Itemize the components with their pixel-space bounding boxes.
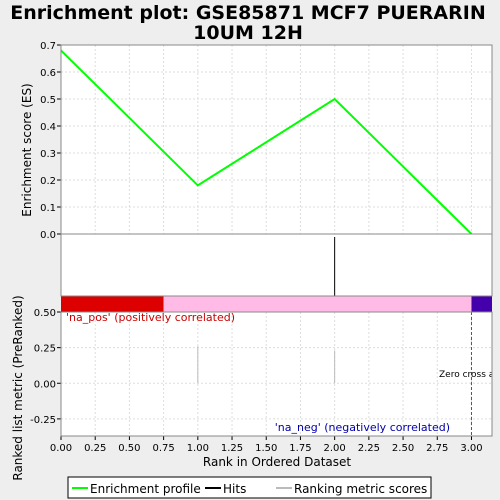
chart-title-line-1: Enrichment plot: GSE85871 MCF7 PUERARIN [10,2,485,24]
x-tick-label-9: 2.25 [358,443,380,454]
bottom-panel-y-axis-label: Ranked list metric (PreRanked) [11,295,25,480]
top-y-tick-label-1: 0.1 [40,203,56,214]
top-y-tick-label-3: 0.3 [40,149,56,160]
top-y-tick-label-4: 0.4 [40,122,56,133]
ranking-gradient-bar [61,296,492,312]
x-tick-label-4: 1.00 [187,443,209,454]
x-tick-label-6: 1.50 [255,443,277,454]
x-tick-label-7: 1.75 [289,443,311,454]
panel-frames [60,44,493,437]
legend-box [67,476,432,499]
top-panel-y-axis-label: Enrichment score (ES) [20,83,34,216]
na-pos-annotation: 'na_pos' (positively correlated) [66,311,235,324]
top-panel-grid [60,44,492,235]
x-tick-label-1: 0.25 [84,443,106,454]
x-tick-label-12: 3.00 [460,443,482,454]
gradient-segment-2 [471,296,492,312]
x-tick-label-8: 2.00 [324,443,346,454]
x-axis-ticks: 0.00 0.25 0.50 0.75 1.00 1.25 1.50 1.75 2.00 2.25… [50,436,483,454]
top-y-tick-label-7: 0.7 [40,41,56,52]
hits-panel-frame [60,233,493,297]
bottom-panel-background [61,312,492,436]
bottom-y-tick-label-1: 0.25 [34,344,56,355]
hits-panel-background [61,234,492,296]
x-axis-label: Rank in Ordered Dataset [203,455,351,469]
x-tick-label-10: 2.50 [392,443,414,454]
top-panel-y-ticks: 0.0 0.1 0.2 0.3 0.4 0.5 0.6 0.7 [40,41,61,241]
legend-ranking-metric-label: Ranking metric scores [294,482,427,496]
top-y-tick-label-2: 0.2 [40,176,56,187]
top-panel-background [61,45,492,234]
zero-cross-clip: Zero cross at 3 [439,370,500,380]
bottom-panel-y-ticks: 0.50 0.25 0.00 -0.25 [30,308,61,426]
enrichment-profile-line [60,49,473,235]
x-tick-label-11: 2.75 [426,443,448,454]
bottom-panel-frame [60,311,493,437]
chart-title-line-2: 10UM 12H [193,22,303,44]
gradient-segment-1 [163,296,472,312]
top-panel: 0.0 0.1 0.2 0.3 0.4 0.5 0.6 0.7 Enrichment scor… [20,41,492,241]
x-tick-label-0: 0.00 [50,443,72,454]
x-tick-label-5: 1.25 [221,443,243,454]
top-y-tick-label-5: 0.5 [40,95,56,106]
x-tick-label-3: 0.75 [152,443,174,454]
gradient-segment-0 [61,296,164,312]
top-y-tick-label-6: 0.6 [40,68,56,79]
ranking-metric-bars [197,346,336,384]
bottom-y-tick-label-0: 0.50 [34,308,56,319]
bottom-y-tick-label-3: -0.25 [30,415,56,426]
bottom-panel: 0.50 0.25 0.00 -0.25 'na_pos' (positively c… [11,295,500,481]
x-tick-label-2: 0.50 [118,443,140,454]
legend-hits-label: Hits [223,482,246,496]
zero-cross-annotation: Zero cross at 3 [439,370,500,380]
bottom-y-tick-label-2: 0.00 [34,379,56,390]
top-y-tick-label-0: 0.0 [40,230,56,241]
legend: Enrichment profile Hits Ranking metric s… [67,476,432,499]
hits-panel [61,234,492,296]
legend-enrichment-profile-label: Enrichment profile [90,482,201,496]
na-neg-annotation: 'na_neg' (negatively correlated) [275,421,450,434]
